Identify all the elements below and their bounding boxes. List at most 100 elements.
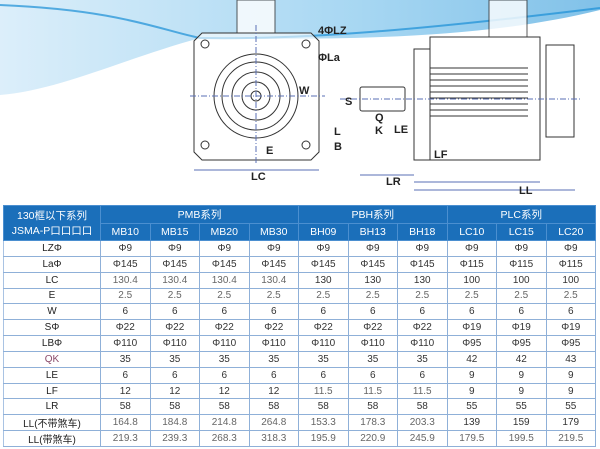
- row-label: W: [3, 303, 101, 321]
- table-cell: 6: [496, 303, 547, 321]
- table-cell: 35: [298, 350, 349, 368]
- row-label: LBΦ: [3, 335, 101, 352]
- table-cell: 6: [149, 303, 200, 321]
- table-cell: 130.4: [248, 271, 299, 289]
- table-cell: 12: [248, 382, 299, 400]
- table-cell: Φ115: [496, 255, 547, 273]
- table-cell: 130.4: [149, 271, 200, 289]
- table-cell: Φ145: [397, 255, 448, 273]
- table-cell: Φ22: [199, 319, 250, 337]
- model-header: MB30: [248, 222, 299, 241]
- label-4lz: 4ΦLZ: [318, 25, 347, 37]
- table-cell: Φ110: [100, 335, 151, 352]
- table-cell: Φ145: [100, 255, 151, 273]
- table-cell: 42: [496, 350, 547, 368]
- group-header: PLC系列: [446, 205, 596, 224]
- table-cell: 6: [248, 303, 299, 321]
- table-cell: 130.4: [100, 271, 151, 289]
- table-cell: 58: [347, 398, 398, 416]
- label-le: LE: [394, 124, 408, 136]
- side-view: [340, 0, 580, 191]
- table-cell: 11.5: [347, 382, 398, 400]
- table-cell: 164.8: [100, 414, 151, 432]
- model-header: LC10: [446, 222, 497, 241]
- table-cell: 179.5: [446, 430, 497, 448]
- table-cell: 2.5: [248, 287, 299, 305]
- table-cell: Φ9: [248, 240, 299, 257]
- label-b: B: [334, 141, 342, 153]
- background-wave: [0, 0, 600, 95]
- table-cell: Φ9: [397, 240, 448, 257]
- model-prefix: JSMA-P口口口口: [11, 225, 93, 237]
- table-cell: 35: [248, 350, 299, 368]
- table-cell: Φ9: [199, 240, 250, 257]
- table-cell: 245.9: [397, 430, 448, 448]
- table-cell: 43: [545, 350, 596, 368]
- table-cell: 6: [199, 303, 250, 321]
- table-cell: 9: [496, 366, 547, 384]
- table-cell: Φ9: [545, 240, 596, 257]
- table-cell: Φ145: [298, 255, 349, 273]
- table-cell: 100: [496, 271, 547, 289]
- table-cell: 58: [149, 398, 200, 416]
- front-view: [190, 0, 325, 171]
- label-s: S: [345, 96, 352, 108]
- table-cell: 2.5: [496, 287, 547, 305]
- table-cell: 6: [248, 366, 299, 384]
- table-cell: Φ95: [496, 335, 547, 352]
- table-cell: Φ22: [397, 319, 448, 337]
- table-cell: 12: [199, 382, 250, 400]
- row-label: LL(不带煞车): [3, 414, 101, 432]
- table-cell: 9: [545, 366, 596, 384]
- table-cell: Φ9: [347, 240, 398, 257]
- table-cell: 130: [397, 271, 448, 289]
- table-cell: 6: [347, 366, 398, 384]
- table-cell: 9: [545, 382, 596, 400]
- model-header: MB10: [100, 222, 151, 241]
- table-cell: 6: [100, 303, 151, 321]
- label-lf: LF: [434, 149, 448, 161]
- table-cell: 58: [199, 398, 250, 416]
- table-row: E 2.5 2.5 2.5 2.5 2.5 2.5 2.5 2.5 2.5 2.5: [3, 287, 596, 305]
- table-cell: Φ19: [446, 319, 497, 337]
- row-label: QK: [3, 350, 101, 368]
- table-cell: 2.5: [100, 287, 151, 305]
- table-cell: 219.3: [100, 430, 151, 448]
- table-cell: Φ110: [199, 335, 250, 352]
- table-cell: 12: [100, 382, 151, 400]
- table-cell: Φ110: [248, 335, 299, 352]
- table-cell: Φ22: [248, 319, 299, 337]
- table-cell: 35: [347, 350, 398, 368]
- table-cell: 55: [545, 398, 596, 416]
- table-row: LR 58 58 58 58 58 58 58 55 55 55: [3, 398, 596, 416]
- table-cell: 130: [347, 271, 398, 289]
- table-row: SΦ Φ22 Φ22 Φ22 Φ22 Φ22 Φ22 Φ22 Φ19 Φ19 Φ19: [3, 319, 596, 337]
- row-label: SΦ: [3, 319, 101, 337]
- table-cell: 2.5: [397, 287, 448, 305]
- table-cell: 6: [446, 303, 497, 321]
- table-cell: Φ22: [347, 319, 398, 337]
- table-row: LF 12 12 12 12 11.5 11.5 11.5 9 9 9: [3, 382, 596, 400]
- table-cell: 55: [446, 398, 497, 416]
- table-cell: 58: [248, 398, 299, 416]
- label-lc: LC: [251, 171, 266, 183]
- table-cell: 159: [496, 414, 547, 432]
- table-cell: 35: [100, 350, 151, 368]
- table-cell: Φ145: [199, 255, 250, 273]
- table-cell: Φ19: [496, 319, 547, 337]
- table-cell: 178.3: [347, 414, 398, 432]
- table-cell: 2.5: [149, 287, 200, 305]
- table-cell: 58: [100, 398, 151, 416]
- row-label: LZΦ: [3, 240, 101, 257]
- table-row: LL(不带煞车) 164.8 184.8 214.8 264.8 153.3 178.3 20…: [3, 414, 596, 432]
- model-header: BH18: [397, 222, 448, 241]
- table-cell: 268.3: [199, 430, 250, 448]
- label-q: Q: [375, 112, 384, 124]
- table-cell: 58: [298, 398, 349, 416]
- series-label: 130框以下系列: [16, 210, 88, 222]
- table-cell: 2.5: [199, 287, 250, 305]
- table-cell: 203.3: [397, 414, 448, 432]
- group-header: PMB系列: [100, 205, 299, 224]
- table-cell: 35: [149, 350, 200, 368]
- table-cell: 12: [149, 382, 200, 400]
